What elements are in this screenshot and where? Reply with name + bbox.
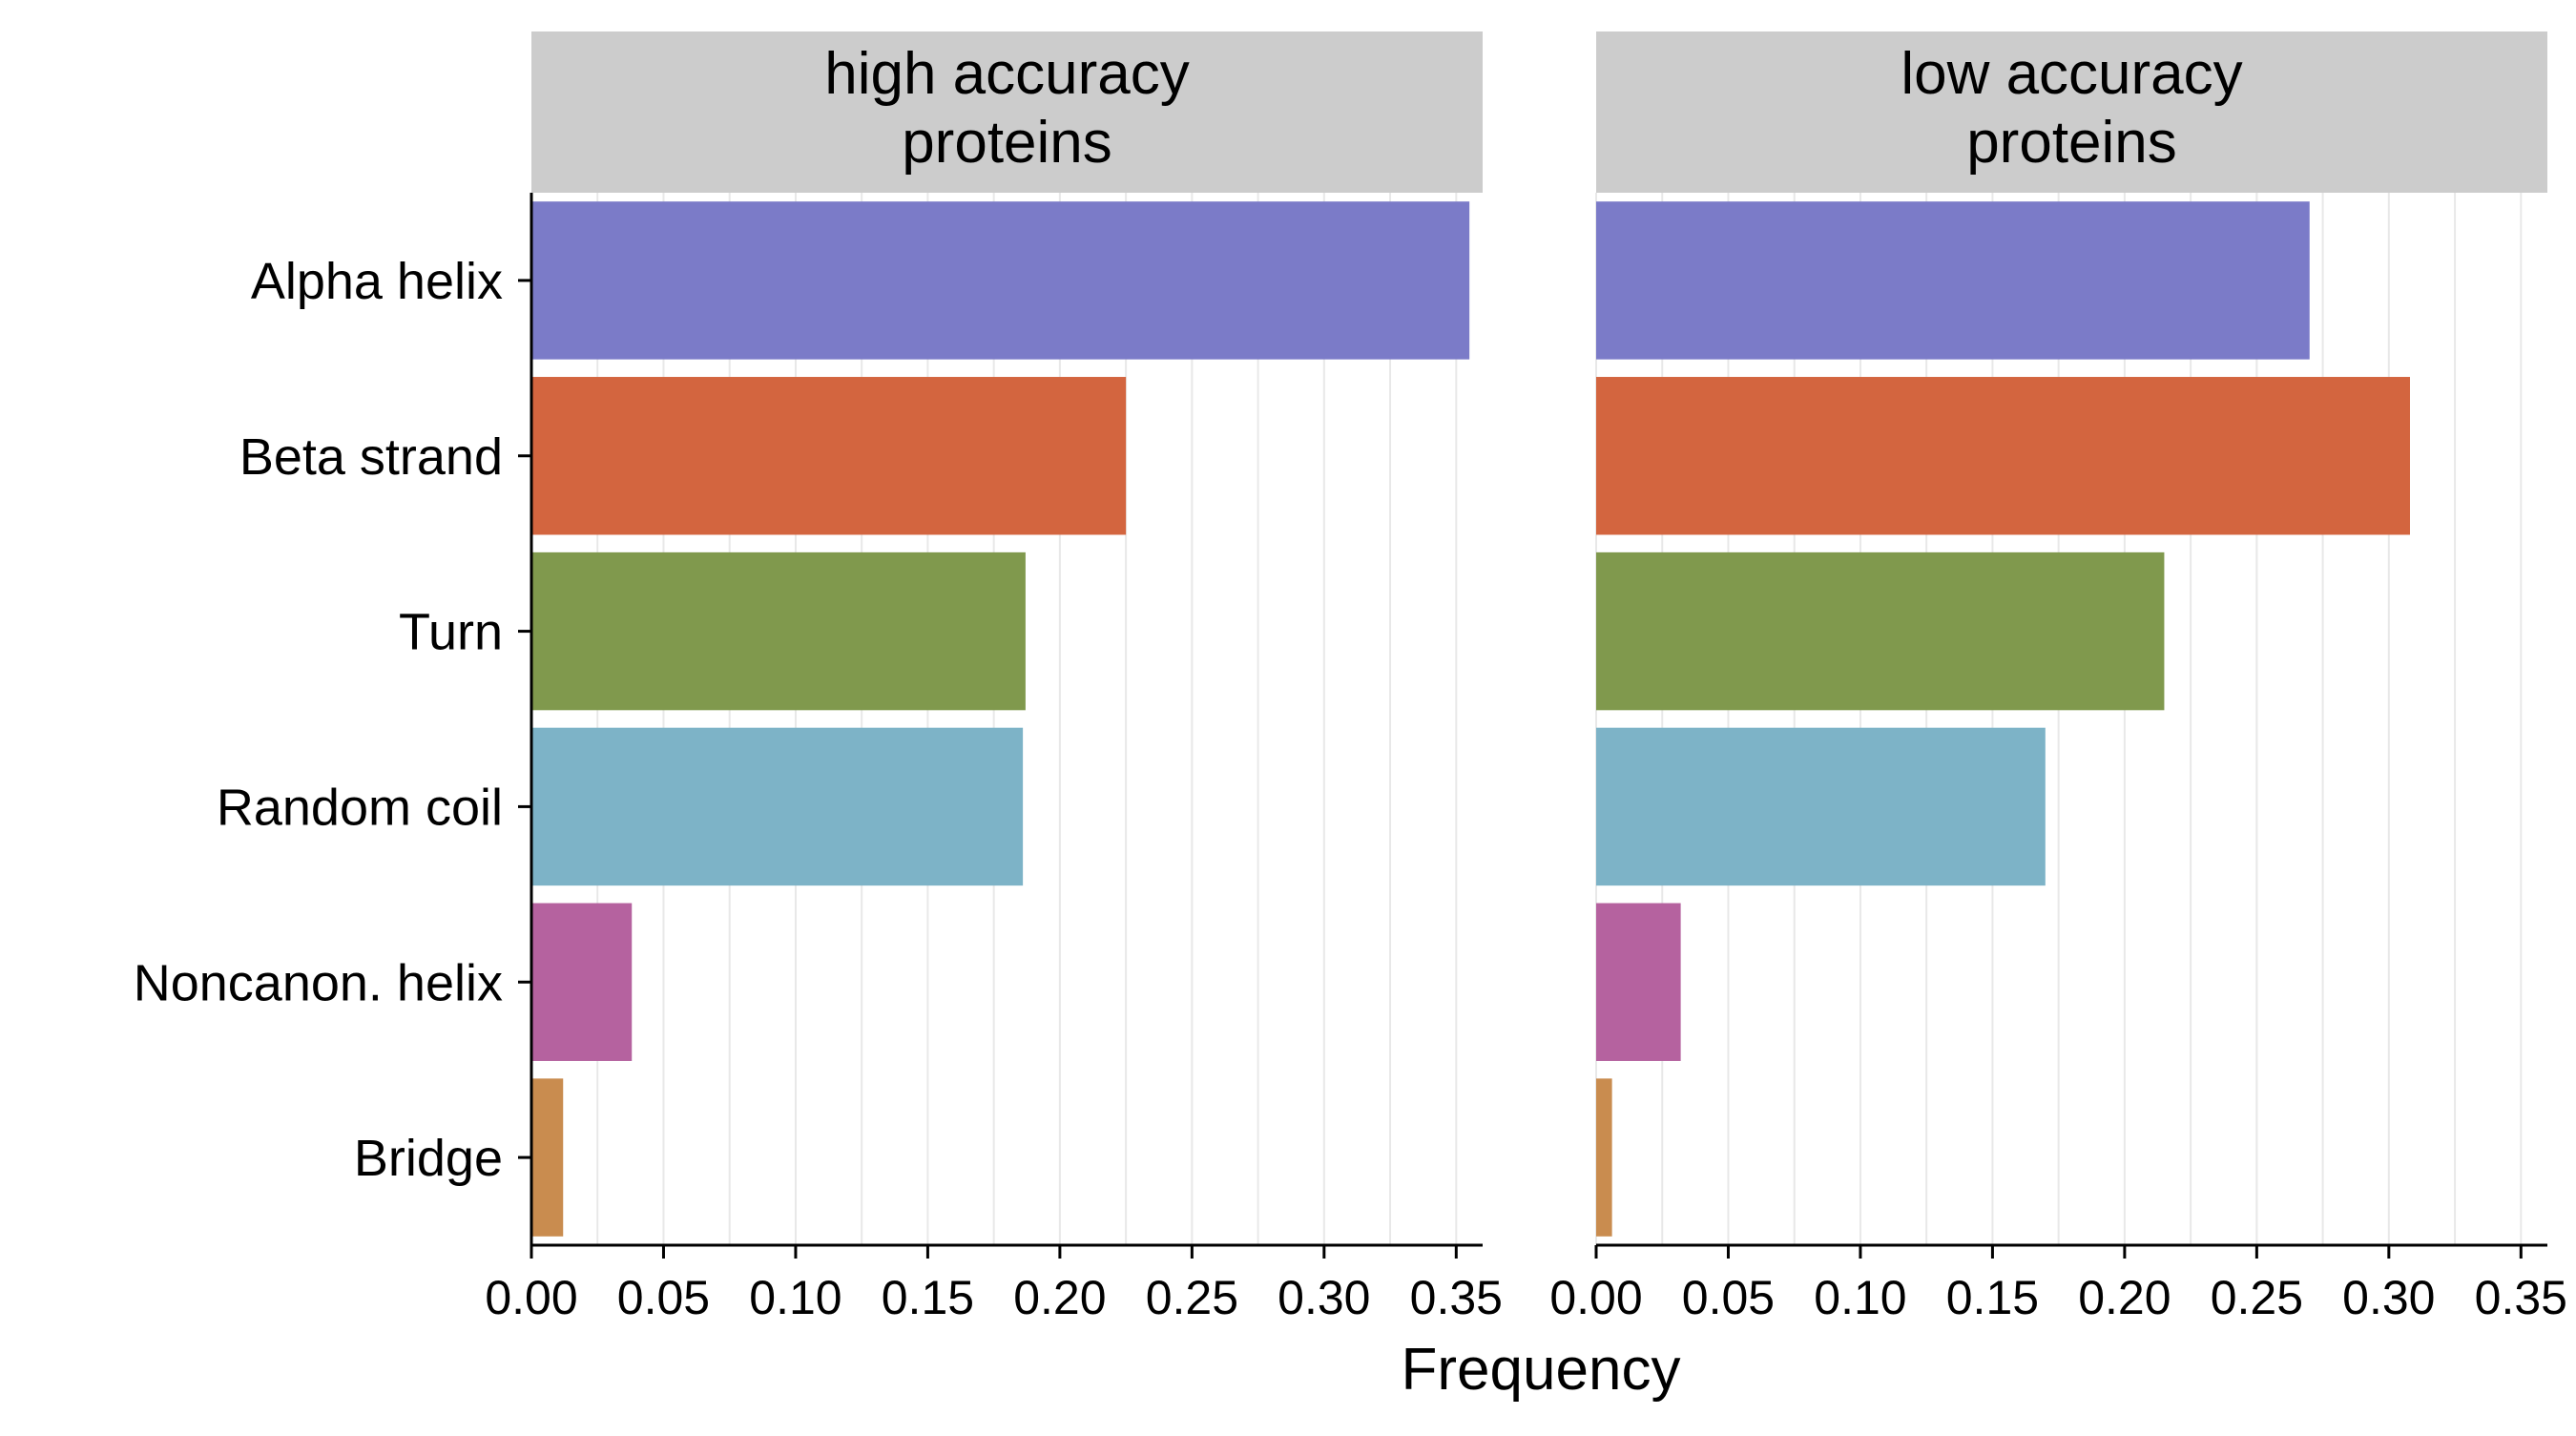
bar-2-3 xyxy=(1596,552,2165,711)
x-tick-label: 0.05 xyxy=(1682,1271,1775,1324)
bar-2-5 xyxy=(1596,903,1681,1061)
bar-1-4 xyxy=(531,727,1024,886)
x-tick-label: 0.35 xyxy=(1410,1271,1503,1324)
bar-2-4 xyxy=(1596,727,2046,886)
x-tick-label: 0.35 xyxy=(2475,1271,2567,1324)
x-tick-label: 0.10 xyxy=(749,1271,841,1324)
x-tick-label: 0.00 xyxy=(485,1271,577,1324)
x-tick-label: 0.30 xyxy=(2342,1271,2435,1324)
x-tick-label: 0.25 xyxy=(1146,1271,1238,1324)
x-tick-label: 0.30 xyxy=(1278,1271,1370,1324)
bar-2-1 xyxy=(1596,201,2310,360)
x-tick-label: 0.10 xyxy=(1814,1271,1906,1324)
x-tick-label: 0.05 xyxy=(617,1271,710,1324)
bar-1-6 xyxy=(531,1078,564,1237)
bar-1-3 xyxy=(531,552,1026,711)
facet-title-line: low accuracy xyxy=(1901,41,2242,107)
facet-strip-1 xyxy=(531,31,1483,193)
y-tick-label: Turn xyxy=(399,604,503,661)
x-tick-label: 0.00 xyxy=(1549,1271,1642,1324)
y-tick-label: Noncanon. helix xyxy=(134,954,503,1011)
facet-strip-2 xyxy=(1596,31,2547,193)
x-tick-label: 0.15 xyxy=(1946,1271,2039,1324)
bar-2-2 xyxy=(1596,377,2410,535)
bar-1-5 xyxy=(531,903,633,1061)
x-tick-label: 0.20 xyxy=(1013,1271,1106,1324)
facet-title-line: high accuracy xyxy=(824,41,1190,107)
bar-2-6 xyxy=(1596,1078,1612,1237)
facet-title-line: proteins xyxy=(902,110,1112,176)
y-tick-label: Bridge xyxy=(354,1130,503,1187)
x-tick-label: 0.20 xyxy=(2078,1271,2171,1324)
y-tick-label: Beta strand xyxy=(239,428,503,486)
bar-1-1 xyxy=(531,201,1470,360)
y-tick-label: Alpha helix xyxy=(251,253,503,310)
x-axis-title: Frequency xyxy=(1402,1337,1681,1403)
x-tick-label: 0.15 xyxy=(882,1271,974,1324)
bar-1-2 xyxy=(531,377,1127,535)
facet-title-line: proteins xyxy=(1966,110,2177,176)
y-tick-label: Random coil xyxy=(217,779,503,836)
x-tick-label: 0.25 xyxy=(2211,1271,2303,1324)
